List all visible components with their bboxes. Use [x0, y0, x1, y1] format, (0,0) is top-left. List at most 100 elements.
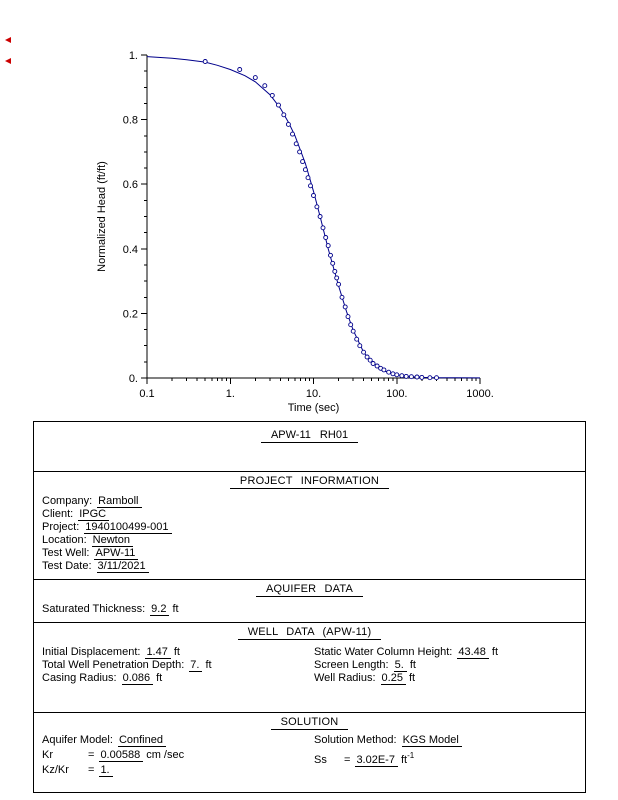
aquifer-model-value: Confined: [117, 734, 166, 747]
client-value: IPGC: [78, 508, 110, 521]
field-row-kr: Kr = 0.00588 cm /sec: [42, 749, 314, 764]
kr-equals: =: [88, 749, 95, 761]
screen-length-unit: ft: [409, 659, 416, 671]
field-row-kzkr: Kz/Kr = 1.: [42, 764, 314, 779]
field-row-client: Client: IPGC: [42, 508, 585, 521]
project-info-header: PROJECT INFORMATION: [34, 472, 585, 489]
saturated-thickness-value: 9.2: [150, 603, 170, 616]
well-radius-value: 0.25: [380, 672, 406, 685]
red-marker-icon: [5, 37, 11, 43]
kr-value: 0.00588: [99, 749, 144, 762]
screen-length-value: 5.: [393, 659, 407, 672]
ss-equals: =: [344, 753, 351, 766]
well-data-section: WELL DATA (APW-11) Initial Displacement:…: [34, 622, 585, 712]
test-date-label: Test Date:: [42, 560, 92, 572]
solution-grid-spacer: [314, 764, 585, 779]
kr-label: Kr: [42, 749, 53, 761]
svg-text:1.: 1.: [129, 50, 138, 62]
report-title: APW-11 RH01: [260, 429, 359, 443]
field-row-test-well: Test Well: APW-11: [42, 547, 585, 560]
svg-text:Normalized Head (ft/ft): Normalized Head (ft/ft): [96, 161, 108, 272]
project-info-section: PROJECT INFORMATION Company: Ramboll Clie…: [34, 471, 585, 579]
field-row-company: Company: Ramboll: [42, 495, 585, 508]
field-row-well-radius: Well Radius: 0.25 ft: [314, 672, 585, 685]
project-info-fields: Company: Ramboll Client: IPGC Project: 1940…: [34, 488, 585, 573]
svg-text:0.2: 0.2: [123, 308, 138, 320]
well-data-right-column: Static Water Column Height: 43.48 ft Scree…: [314, 646, 585, 685]
location-label: Location:: [42, 534, 87, 546]
solution-method-value: KGS Model: [401, 734, 462, 747]
field-row-initial-displacement: Initial Displacement: 1.47 ft: [42, 646, 314, 659]
field-row-screen-length: Screen Length: 5. ft: [314, 659, 585, 672]
casing-radius-unit: ft: [156, 672, 163, 684]
project-value: 1940100499-001: [84, 521, 172, 534]
initial-displacement-value: 1.47: [145, 646, 171, 659]
test-well-label: Test Well:: [42, 547, 90, 559]
field-row-casing-radius: Casing Radius: 0.086 ft: [42, 672, 314, 685]
static-water-column-unit: ft: [491, 646, 499, 658]
well-radius-unit: ft: [408, 672, 416, 684]
field-row-test-date: Test Date: 3/11/2021: [42, 560, 585, 573]
ss-label: Ss: [314, 753, 327, 766]
well-data-grid: Initial Displacement: 1.47 ft Total Well P…: [34, 639, 585, 685]
kzkr-value: 1.: [99, 764, 113, 777]
svg-text:Time (sec): Time (sec): [288, 402, 340, 414]
svg-text:0.4: 0.4: [123, 244, 138, 256]
solution-grid: Aquifer Model: Confined Solution Method: K…: [34, 729, 585, 779]
test-well-value: APW-11: [94, 547, 139, 560]
aquifer-data-heading: AQUIFER DATA: [255, 583, 364, 597]
location-value: Newton: [91, 534, 133, 547]
penetration-depth-value: 7.: [189, 659, 203, 672]
field-row-aquifer-model: Aquifer Model: Confined: [42, 734, 314, 749]
company-label: Company:: [42, 495, 93, 507]
project-info-heading: PROJECT INFORMATION: [229, 475, 390, 489]
casing-radius-label: Casing Radius:: [42, 672, 117, 684]
field-row-project: Project: 1940100499-001: [42, 521, 585, 534]
normalized-head-vs-time-chart: 0.1 1. 10. 100. 1000. 0. 0.2 0.4 0.6 0.8 1. Time (s…: [96, 50, 494, 414]
penetration-depth-label: Total Well Penetration Depth:: [42, 659, 185, 671]
saturated-thickness-label: Saturated Thickness:: [42, 603, 146, 615]
well-radius-label: Well Radius:: [314, 672, 376, 684]
field-row-penetration-depth: Total Well Penetration Depth: 7. ft: [42, 659, 314, 672]
project-label: Project:: [42, 521, 80, 533]
svg-text:0.: 0.: [129, 373, 138, 385]
svg-text:1.: 1.: [226, 388, 235, 400]
field-row-static-water-column: Static Water Column Height: 43.48 ft: [314, 646, 585, 659]
test-date-value: 3/11/2021: [96, 560, 149, 573]
ss-unit: ft: [400, 753, 408, 766]
company-value: Ramboll: [97, 495, 142, 508]
field-row-solution-method: Solution Method: KGS Model: [314, 734, 585, 749]
client-label: Client:: [42, 508, 74, 520]
svg-text:1000.: 1000.: [466, 388, 494, 400]
report-title-section: APW-11 RH01: [34, 422, 585, 471]
kzkr-equals: =: [88, 764, 95, 776]
field-row-location: Location: Newton: [42, 534, 585, 547]
aquifer-data-header: AQUIFER DATA: [34, 580, 585, 597]
screen-length-label: Screen Length:: [314, 659, 389, 671]
casing-radius-value: 0.086: [121, 672, 154, 685]
initial-displacement-unit: ft: [173, 646, 180, 658]
initial-displacement-label: Initial Displacement:: [42, 646, 141, 658]
svg-text:100.: 100.: [386, 388, 407, 400]
solution-header: SOLUTION: [34, 713, 585, 730]
svg-text:10.: 10.: [306, 388, 321, 400]
solution-section: SOLUTION Aquifer Model: Confined Solution…: [34, 712, 585, 792]
svg-text:0.8: 0.8: [123, 115, 138, 127]
ss-unit-exponent: -1: [407, 751, 415, 760]
solution-method-label: Solution Method:: [314, 734, 397, 746]
report-box: APW-11 RH01 PROJECT INFORMATION Company:…: [33, 421, 586, 793]
penetration-depth-unit: ft: [205, 659, 212, 671]
ss-value: 3.02E-7: [355, 753, 398, 767]
aquifer-data-fields: Saturated Thickness: 9.2 ft: [34, 596, 585, 616]
kr-unit: cm /sec: [146, 749, 185, 761]
well-data-header: WELL DATA (APW-11): [34, 623, 585, 640]
saturated-thickness-unit: ft: [172, 603, 179, 615]
solution-heading: SOLUTION: [270, 716, 349, 730]
static-water-column-value: 43.48: [457, 646, 489, 659]
aquifer-model-label: Aquifer Model:: [42, 734, 113, 746]
svg-text:0.6: 0.6: [123, 179, 138, 191]
kzkr-label: Kz/Kr: [42, 764, 69, 776]
red-marker-icon: [5, 58, 11, 64]
well-data-left-column: Initial Displacement: 1.47 ft Total Well P…: [42, 646, 314, 685]
